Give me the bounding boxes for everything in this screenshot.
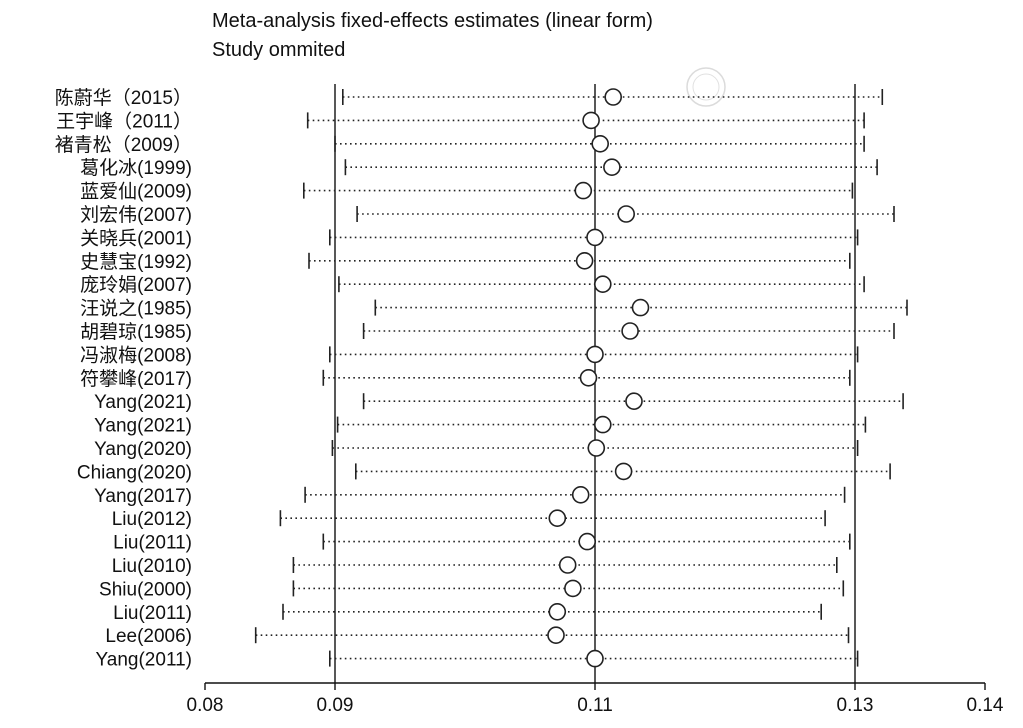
x-tick-label: 0.13	[837, 695, 874, 716]
study-row: 蓝爱仙(2009)	[80, 181, 854, 203]
study-row: 庞玲娟(2007)	[80, 274, 865, 296]
point-estimate	[603, 158, 621, 176]
point-estimate	[571, 485, 590, 504]
study-label: Shiu(2000)	[99, 579, 192, 600]
study-label: 葛化冰(1999)	[80, 157, 192, 179]
study-row: 葛化冰(1999)	[80, 157, 878, 179]
study-row: Yang(2017)	[94, 485, 846, 507]
point-estimate	[587, 439, 606, 457]
study-label: 王宇峰（2011）	[56, 110, 192, 132]
study-label: 史慧宝(1992)	[80, 251, 192, 273]
study-label: Yang(2017)	[94, 486, 192, 507]
point-estimate	[548, 509, 567, 528]
point-estimate	[579, 368, 598, 387]
study-label: 关晓兵(2001)	[80, 227, 192, 249]
x-tick-label: 0.11	[577, 695, 613, 716]
study-label: Yang(2011)	[96, 650, 192, 671]
study-label: 符攀峰(2017)	[80, 368, 192, 390]
x-tick-label: 0.14	[967, 695, 1004, 716]
point-estimate	[604, 88, 623, 106]
point-estimate	[548, 602, 567, 621]
study-label: 汪说之(1985)	[80, 298, 192, 320]
study-label: Chiang(2020)	[77, 462, 192, 483]
study-row: 陈蔚华（2015）	[55, 87, 884, 109]
study-label: Yang(2021)	[94, 392, 192, 413]
study-row: Shiu(2000)	[99, 579, 845, 600]
point-estimate	[586, 345, 604, 364]
point-estimate	[614, 462, 633, 481]
study-label: 胡碧琼(1985)	[80, 321, 192, 343]
point-estimate	[593, 415, 612, 434]
point-estimate	[593, 275, 612, 294]
point-estimate	[564, 579, 582, 598]
watermark-seal-inner-icon	[692, 73, 720, 101]
point-estimate	[575, 251, 594, 270]
x-tick-label: 0.09	[317, 695, 354, 716]
point-estimate	[547, 626, 565, 645]
study-row: 王宇峰（2011）	[56, 110, 865, 132]
chart-title: Meta-analysis fixed-effects estimates (l…	[212, 10, 653, 32]
study-rows: 陈蔚华（2015）王宇峰（2011）褚青松（2009）葛化冰(1999)蓝爱仙(…	[55, 87, 908, 671]
point-estimate	[586, 649, 604, 668]
chart-subtitle: Study ommited	[212, 39, 345, 61]
point-estimate	[591, 135, 610, 153]
study-label: 刘宏伟(2007)	[80, 204, 192, 226]
study-label: Liu(2012)	[112, 509, 192, 530]
study-row: 符攀峰(2017)	[80, 368, 851, 390]
study-row: 汪说之(1985)	[80, 298, 908, 320]
study-row: 关晓兵(2001)	[80, 227, 859, 249]
study-label: Liu(2011)	[113, 533, 192, 554]
study-row: Liu(2011)	[113, 532, 851, 554]
study-label: 蓝爱仙(2009)	[80, 181, 192, 203]
study-label: 陈蔚华（2015）	[55, 87, 192, 109]
study-row: Liu(2012)	[112, 509, 826, 530]
x-tick-label: 0.08	[187, 695, 224, 716]
point-estimate	[586, 228, 604, 247]
study-row: Yang(2021)	[94, 392, 904, 413]
study-label: Yang(2021)	[94, 416, 192, 437]
study-row: 史慧宝(1992)	[80, 251, 851, 273]
watermark	[686, 67, 726, 107]
study-row: Liu(2011)	[113, 602, 823, 624]
point-estimate	[625, 392, 643, 411]
study-row: Lee(2006)	[105, 626, 850, 647]
study-row: 刘宏伟(2007)	[80, 204, 895, 226]
study-label: Liu(2010)	[112, 556, 192, 577]
study-row: Liu(2010)	[112, 556, 838, 577]
point-estimate	[558, 556, 577, 574]
study-label: Yang(2020)	[94, 439, 192, 460]
x-axis: 0.08 0.09 0.11 0.13 0.14	[187, 682, 1004, 716]
study-label: Liu(2011)	[113, 603, 192, 624]
study-label: 褚青松（2009）	[55, 134, 192, 156]
point-estimate	[617, 205, 636, 223]
study-label: 冯淑梅(2008)	[80, 344, 192, 366]
study-label: Lee(2006)	[105, 626, 192, 647]
study-row: Chiang(2020)	[77, 462, 891, 483]
point-estimate	[631, 298, 650, 317]
study-row: Yang(2020)	[94, 439, 859, 460]
study-row: 褚青松（2009）	[55, 134, 865, 156]
study-row: 胡碧琼(1985)	[80, 321, 895, 343]
watermark-seal-icon	[686, 67, 726, 107]
study-label: 庞玲娟(2007)	[80, 274, 192, 296]
point-estimate	[621, 322, 639, 340]
study-row: 冯淑梅(2008)	[80, 344, 859, 366]
study-row: Yang(2021)	[94, 415, 867, 437]
point-estimate	[582, 111, 600, 130]
point-estimate	[578, 532, 597, 551]
point-estimate	[574, 181, 593, 200]
study-row: Yang(2011)	[96, 649, 859, 671]
